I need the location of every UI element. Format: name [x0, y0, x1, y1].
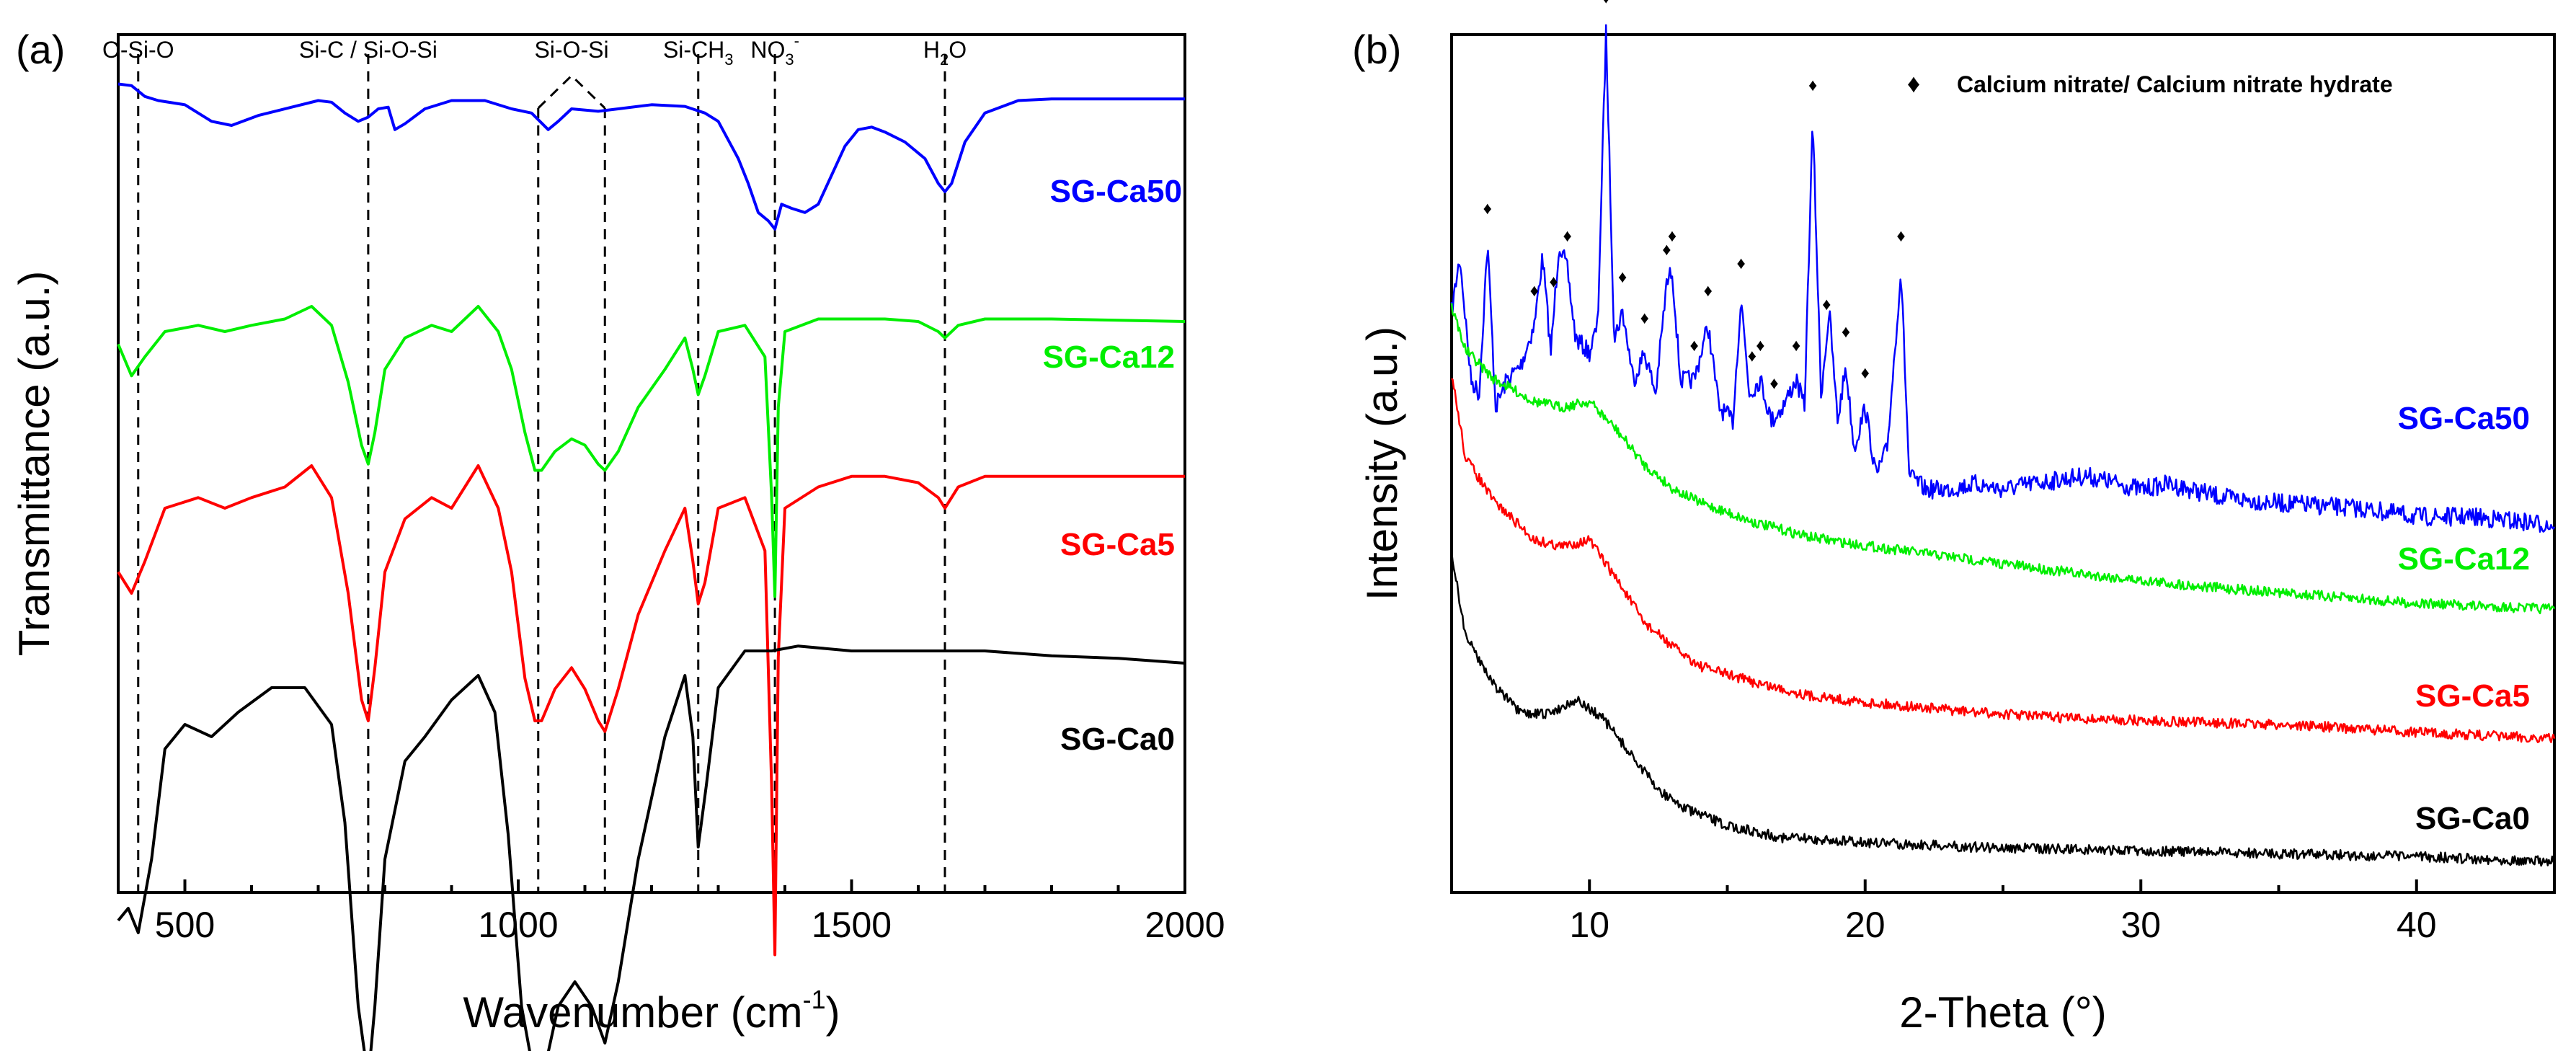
- panel-a-x-ticks: 500 1000 1500 2000: [155, 879, 1225, 945]
- peak-diamond-marker: ♦: [1822, 295, 1831, 314]
- legend-text: Calcium nitrate/ Calcium nitrate hydrate: [1957, 71, 2393, 97]
- panel-a-series-line: [117, 82, 1185, 231]
- panel-a-x-tick-label: 1000: [478, 905, 558, 945]
- panel-a-label: (a): [16, 27, 65, 72]
- panel-a-band-guides: [137, 54, 946, 892]
- panel-a-series-labels: SG-Ca50 SG-Ca12 SG-Ca5 SG-Ca0: [1043, 174, 1182, 757]
- peak-diamond-marker: ♦: [1842, 322, 1850, 342]
- panel-b-label: (b): [1352, 27, 1401, 72]
- panel-b-series-labels: SG-Ca50 SG-Ca12 SG-Ca5 SG-Ca0: [2398, 401, 2530, 836]
- panel-a-series: [117, 82, 1186, 1051]
- peak-diamond-marker: ♦: [1530, 281, 1539, 301]
- panel-b-x-tick-label: 20: [1845, 905, 1886, 945]
- panel-b-x-tick-label: 40: [2397, 905, 2437, 945]
- peak-diamond-marker: ♦: [1748, 346, 1756, 365]
- panel-b-series-line: [1450, 24, 2556, 533]
- panel-a-x-tick-label: 1500: [812, 905, 892, 945]
- band-bracket: [537, 74, 606, 110]
- peak-diamond-marker: ♦: [1769, 373, 1778, 393]
- panel-b-series-label: SG-Ca12: [2398, 541, 2530, 577]
- peak-diamond-marker: ♦: [1808, 76, 1817, 95]
- peak-diamond-marker: ♦: [1602, 0, 1610, 7]
- panel-b-series-line: [1451, 378, 2556, 743]
- panel-a-series-label: SG-Ca50: [1050, 174, 1182, 209]
- peak-diamond-marker: ♦: [1756, 336, 1764, 355]
- peak-diamond-marker: ♦: [1792, 336, 1800, 355]
- panel-a-series-label: SG-Ca5: [1060, 527, 1175, 562]
- panel-b-x-axis-title: 2-Theta (°): [1899, 988, 2106, 1037]
- peak-diamond-marker: ♦: [1563, 226, 1572, 246]
- peak-diamond-marker: ♦: [1483, 199, 1492, 218]
- panel-b-series-line: [1450, 551, 2556, 867]
- panel-a-y-axis-title: Transmittance (a.u.): [10, 271, 58, 657]
- panel-b-legend: ♦ Calcium nitrate/ Calcium nitrate hydra…: [1907, 68, 2393, 98]
- panel-a-series-label: SG-Ca12: [1043, 340, 1175, 375]
- panel-a-series-line: [117, 644, 1186, 1051]
- peak-diamond-marker: ♦: [1704, 281, 1713, 301]
- peak-diamond-marker: ♦: [1662, 240, 1671, 260]
- panel-b-series-label: SG-Ca0: [2415, 801, 2530, 836]
- peak-diamond-marker: ♦: [1668, 226, 1676, 246]
- panel-b-x-tick-label: 30: [2120, 905, 2161, 945]
- panel-b-peak-markers: ♦♦♦♦♦♦♦♦♦♦♦♦♦♦♦♦♦♦♦♦♦: [1483, 0, 1906, 393]
- band-label: NO3-: [750, 32, 799, 68]
- panel-a-band-labels: O-Si-O Si-C / Si-O-Si Si-O-Si Si-CH3 NO3- H2O: [102, 32, 967, 68]
- panel-a-series-label: SG-Ca0: [1060, 722, 1175, 757]
- panel-a-x-tick-label: 2000: [1145, 905, 1225, 945]
- panel-b: (b) ♦♦♦♦♦♦♦♦♦♦♦♦♦♦♦♦♦♦♦♦♦ SG-Ca50SG-Ca12…: [1352, 0, 2556, 1037]
- band-label: Si-O-Si: [534, 37, 608, 63]
- peak-diamond-marker: ♦: [1861, 363, 1870, 383]
- band-label: H2O: [923, 37, 967, 68]
- panel-a-series-line: [117, 305, 1186, 598]
- band-label: O-Si-O: [102, 37, 174, 63]
- peak-diamond-marker: ♦: [1640, 309, 1649, 328]
- panel-a-x-tick-label: 500: [155, 905, 215, 945]
- panel-b-series: [1450, 24, 2556, 867]
- panel-a: (a) O-Si-O Si-C / Si-O-Si Si-O-Si Si-CH3 NO3…: [10, 27, 1225, 1051]
- panel-a-series-line: [117, 464, 1185, 957]
- panel-a-x-axis-title: Wavenumber (cm-1): [463, 985, 840, 1037]
- panel-b-y-axis-title: Intensity (a.u.): [1358, 327, 1406, 600]
- panel-b-x-ticks: 10 20 30 40: [1450, 879, 2556, 945]
- peak-diamond-marker: ♦: [1689, 336, 1698, 355]
- band-label: Si-C / Si-O-Si: [299, 37, 438, 63]
- panel-b-series-label: SG-Ca50: [2398, 401, 2530, 436]
- peak-diamond-marker: ♦: [1549, 272, 1558, 291]
- peak-diamond-marker: ♦: [1618, 267, 1627, 287]
- peak-diamond-marker: ♦: [1896, 226, 1905, 246]
- band-label: Si-CH3: [663, 37, 734, 68]
- peak-diamond-marker: ♦: [1737, 254, 1746, 273]
- panel-b-series-label: SG-Ca5: [2415, 678, 2530, 714]
- panel-b-x-tick-label: 10: [1569, 905, 1609, 945]
- panel-b-series-line: [1450, 303, 2556, 615]
- legend-diamond-icon: ♦: [1907, 68, 1920, 98]
